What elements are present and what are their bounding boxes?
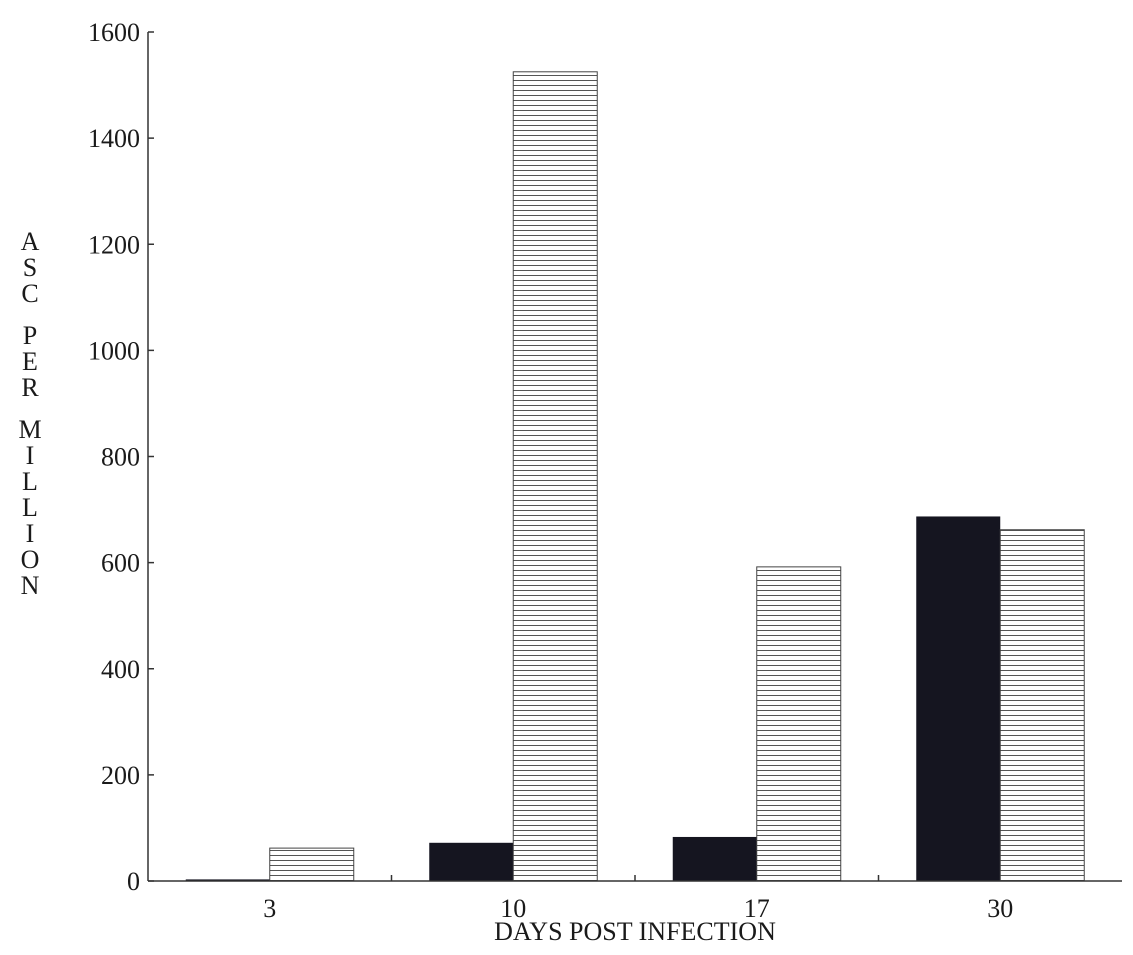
y-tick-label: 600 [101, 549, 140, 578]
bar-hatched [512, 71, 598, 882]
y-tick-label: 1600 [88, 18, 140, 47]
bar-solid [429, 842, 514, 881]
bar-hatched [269, 847, 355, 882]
y-tick-label: 0 [127, 867, 140, 896]
bar-hatched [999, 529, 1085, 882]
x-axis-ticks: 3 10 17 30 [263, 875, 1013, 923]
x-tick-label: 10 [500, 894, 526, 923]
y-tick-label: 800 [101, 443, 140, 472]
x-tick-label: 3 [263, 894, 276, 923]
bar-solid [185, 879, 270, 881]
y-tick-label: 1000 [88, 336, 140, 365]
y-tick-label: 1200 [88, 230, 140, 259]
x-tick-label: 17 [744, 894, 770, 923]
bar-solid [672, 836, 757, 881]
y-tick-label: 1400 [88, 124, 140, 153]
x-axis-title: DAYS POST INFECTION [494, 917, 776, 946]
bar-hatched [756, 566, 842, 882]
bar-solid [916, 516, 1001, 881]
y-tick-label: 200 [101, 761, 140, 790]
x-tick-label: 30 [987, 894, 1013, 923]
bars [185, 71, 1085, 882]
y-axis-ticks: 0 200 400 600 800 1000 1200 1400 1600 [88, 18, 154, 896]
y-tick-label: 400 [101, 655, 140, 684]
